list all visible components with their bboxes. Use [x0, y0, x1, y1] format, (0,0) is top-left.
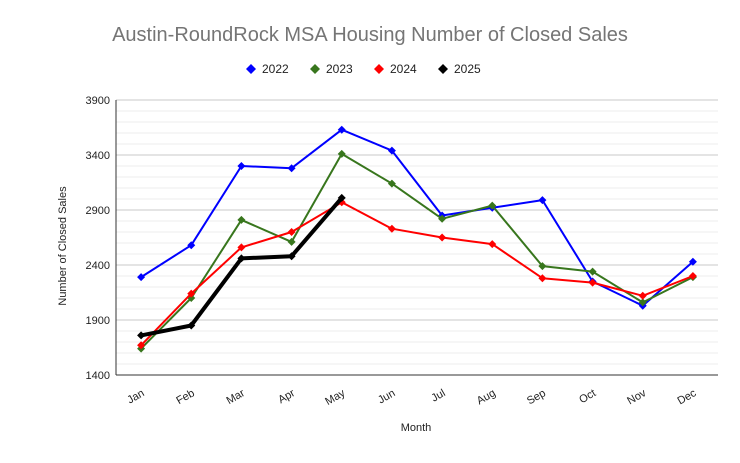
- data-point-2025: [137, 331, 146, 340]
- data-point-2023: [387, 179, 396, 188]
- data-point-2023: [337, 149, 346, 158]
- x-axis-ticks: Jan Feb Mar Apr May Jun Jul Aug Sep Oct Nov Dec: [125, 387, 699, 408]
- data-point-2022: [688, 257, 697, 266]
- legend-marker-2025: [438, 64, 448, 74]
- data-point-2024: [237, 243, 246, 252]
- x-tick-label: Sep: [525, 387, 548, 407]
- data-point-2025: [237, 254, 246, 263]
- data-point-2022: [187, 241, 196, 250]
- axes: [115, 100, 718, 376]
- data-point-2022: [337, 125, 346, 134]
- data-point-2024: [438, 233, 447, 242]
- data-point-2023: [538, 262, 547, 271]
- data-point-2024: [538, 274, 547, 283]
- legend-marker-2024: [374, 64, 384, 74]
- series-2022: [137, 125, 697, 310]
- data-point-2022: [538, 196, 547, 205]
- legend-item-2022: 2022: [246, 62, 289, 76]
- data-point-2022: [237, 162, 246, 170]
- data-point-2022: [387, 146, 396, 155]
- legend-marker-2023: [310, 64, 320, 74]
- series-line-2023: [140, 152, 694, 350]
- y-tick-label: 3400: [86, 150, 110, 162]
- legend-marker-2022: [246, 64, 256, 74]
- series-line-2024: [140, 201, 694, 347]
- legend-label-2022: 2022: [262, 62, 289, 76]
- series-2023: [137, 149, 697, 353]
- data-point-2022: [137, 273, 146, 282]
- x-tick-label: Jul: [429, 387, 447, 404]
- series-2025: [137, 193, 346, 340]
- data-point-2024: [588, 278, 597, 287]
- data-point-2022: [287, 164, 296, 173]
- legend-item-2025: 2025: [438, 62, 481, 76]
- x-tick-label: Dec: [675, 387, 698, 407]
- y-tick-label: 1400: [86, 370, 110, 382]
- data-point-2023: [488, 201, 497, 210]
- series-lines: [137, 125, 697, 353]
- y-tick-label: 3900: [86, 95, 110, 107]
- x-tick-label: Jan: [125, 387, 146, 406]
- y-tick-label: 2900: [86, 205, 110, 217]
- gridlines: [116, 99, 718, 365]
- x-tick-label: Feb: [174, 387, 196, 407]
- data-point-2024: [488, 240, 497, 249]
- data-point-2024: [387, 224, 396, 233]
- data-point-2023: [438, 214, 447, 223]
- data-point-2023: [287, 237, 296, 246]
- x-tick-label: May: [323, 387, 347, 408]
- y-tick-label: 2400: [86, 260, 110, 272]
- legend-label-2024: 2024: [390, 62, 417, 76]
- legend-item-2024: 2024: [374, 62, 417, 76]
- data-point-2025: [287, 252, 296, 261]
- y-tick-label: 1900: [86, 315, 110, 327]
- chart-title: Austin-RoundRock MSA Housing Number of C…: [112, 24, 628, 46]
- x-tick-label: Apr: [276, 387, 297, 406]
- data-point-2024: [137, 341, 146, 350]
- data-point-2023: [237, 215, 246, 224]
- y-axis-label: Number of Closed Sales: [57, 186, 69, 306]
- data-point-2023: [638, 298, 647, 307]
- data-point-2025: [337, 193, 346, 202]
- legend-label-2023: 2023: [326, 62, 353, 76]
- legend: 2022 2023 2024 2025: [246, 62, 481, 76]
- legend-item-2023: 2023: [310, 62, 353, 76]
- x-tick-label: Aug: [475, 387, 498, 407]
- data-point-2024: [688, 272, 697, 280]
- data-point-2024: [287, 228, 296, 236]
- x-tick-label: Jun: [376, 387, 397, 406]
- data-point-2024: [187, 289, 196, 298]
- legend-label-2025: 2025: [454, 62, 481, 76]
- data-point-2025: [187, 321, 196, 330]
- x-axis-label: Month: [401, 422, 432, 434]
- y-axis-ticks: 1400 1900 2400 2900 3400 3900: [86, 95, 110, 382]
- x-tick-label: Oct: [577, 387, 598, 406]
- x-tick-label: Mar: [225, 387, 248, 407]
- data-point-2023: [588, 267, 597, 276]
- x-tick-label: Nov: [625, 387, 648, 407]
- series-2024: [137, 198, 697, 350]
- data-point-2024: [638, 291, 647, 300]
